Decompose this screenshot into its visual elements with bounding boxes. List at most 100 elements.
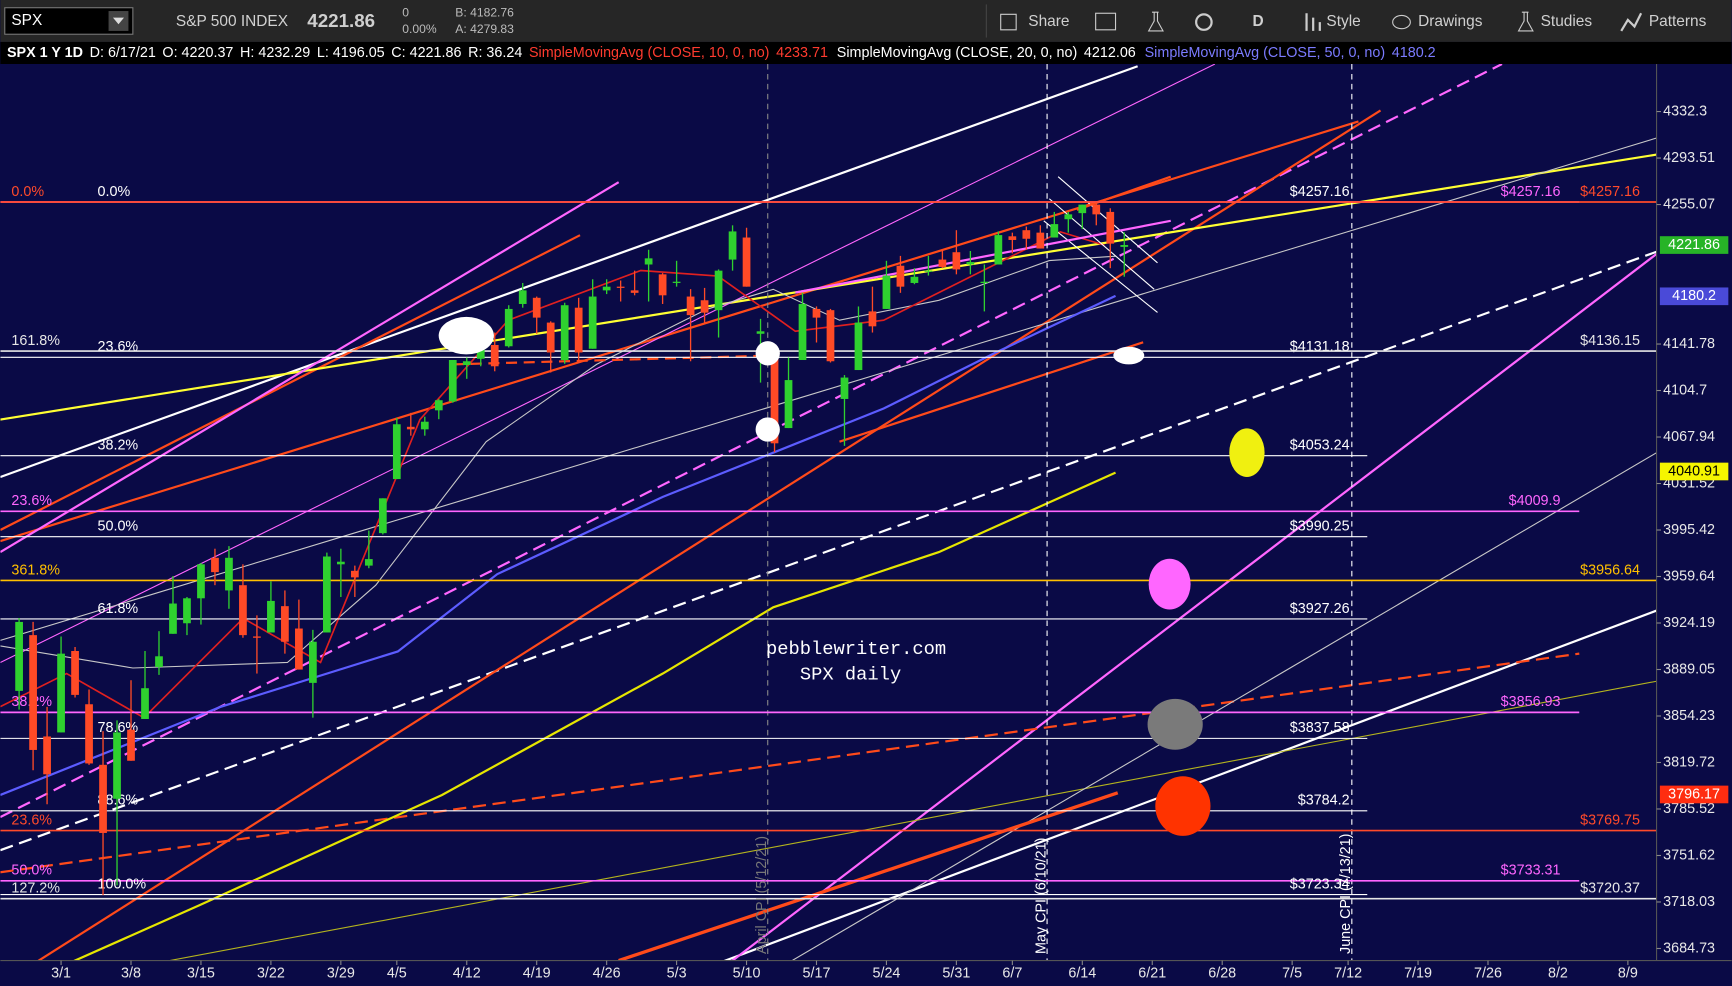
drawings-button[interactable]: Drawings [1418,13,1483,30]
trendline [0,65,1138,479]
change-pct: 0.00% [402,22,437,36]
highlight [755,417,780,442]
candle-body [155,656,163,667]
x-tick-label: 5/3 [667,966,687,982]
watermark: SPX daily [800,664,901,686]
candle-body [71,650,79,695]
candle-body [141,688,149,719]
candle-body [686,296,695,316]
price-axis [1656,64,1732,986]
level-price: $4131.18 [1290,339,1350,355]
candle-body [490,345,499,367]
candle-body [798,303,807,361]
x-tick-label: 8/2 [1548,966,1568,982]
patterns-icon [1620,12,1643,32]
candle-body [448,360,457,402]
candle-body [812,308,821,318]
candle-body [630,290,639,293]
candle-body [896,265,905,287]
moving-average [0,230,1105,719]
change: 0 [402,5,409,19]
description: S&P 500 INDEX [176,13,288,30]
candle-body [295,628,303,670]
x-tick-label: 5/31 [942,966,970,982]
dropdown-arrow [112,17,125,25]
candle-body [336,561,345,565]
candle-body [434,400,443,411]
studies-button[interactable]: Studies [1541,13,1593,30]
grid-icon[interactable] [1095,12,1117,31]
y-tick-label: 4067.94 [1663,429,1715,445]
flask-icon[interactable] [1147,11,1164,32]
y-tick-label: 3785.52 [1663,801,1715,817]
trendline [0,137,1657,641]
trendline [0,64,1503,819]
level-pct: 0.0% [11,184,44,200]
x-tick-label: 7/12 [1334,966,1362,982]
drawings [0,64,1657,961]
trendline [1076,175,1172,211]
event-label: April CPI (5/12/21) [754,836,770,954]
plot-area [0,64,1657,961]
moving-average [72,471,1116,961]
price-label: 4221.86 [1668,237,1720,253]
candle-body [378,498,387,534]
candles [15,202,1129,896]
candle-body [532,297,541,318]
candle-body [546,322,555,353]
x-tick-label: 3/29 [327,966,355,982]
candle-body [462,361,471,366]
candle-body [980,281,989,283]
patterns-button[interactable]: Patterns [1649,13,1707,30]
x-tick-label: 3/8 [121,966,141,982]
x-tick-label: 7/5 [1282,966,1302,982]
toolbar [0,0,1732,42]
candle-body [57,653,65,733]
highlight [1147,698,1203,750]
candle-body [1064,214,1073,220]
info-text: D: 6/17/21 [90,45,156,61]
y-tick-label: 4255.07 [1663,196,1715,212]
candle-body [910,276,919,283]
settings-icon[interactable] [1195,13,1213,31]
highlight [1148,558,1191,610]
trendline [839,341,1144,443]
candle-body [392,424,401,480]
level-pct: 127.2% [11,881,60,897]
level-pct: 361.8% [11,562,60,578]
x-tick-label: 3/1 [51,966,71,982]
level-pct: 50.0% [11,863,52,879]
info-text: C: 4221.86 [391,45,461,61]
moving-average [0,294,1117,797]
candle-body [574,307,583,353]
share-button[interactable]: Share [1028,13,1069,30]
symbol[interactable]: SPX [11,12,42,29]
highlight [1155,776,1211,836]
level-pct: 100.0% [98,876,147,892]
level-pct: 161.8% [11,333,60,349]
level-price: $4257.16 [1580,184,1640,200]
pitchfork [1048,198,1155,290]
x-tick-label: 6/14 [1068,966,1096,982]
highlight [438,316,494,355]
timeframe-button[interactable]: D [1252,13,1263,30]
candle-body [560,305,569,361]
level-price: $3733.31 [1501,863,1561,879]
level-price: $4257.16 [1290,184,1350,200]
candle-body [1078,204,1087,214]
info-text: SimpleMovingAvg (CLOSE, 50, 0, no) [1145,45,1386,61]
level-price: $3720.37 [1580,881,1640,897]
last-price: 4221.86 [307,10,375,31]
y-tick-label: 4141.78 [1663,336,1715,352]
info-text: SPX 1 Y 1D [7,45,83,61]
x-tick-label: 5/24 [872,966,900,982]
style-button[interactable]: Style [1326,13,1360,30]
highlights [438,316,1265,836]
trendline [730,253,1657,961]
highlight [755,341,780,366]
candle-body [85,704,93,764]
candle-body [1022,230,1031,239]
candle-body [952,252,961,270]
info-text: SimpleMovingAvg (CLOSE, 10, 0, no) [529,45,770,61]
candle-body [420,421,429,430]
